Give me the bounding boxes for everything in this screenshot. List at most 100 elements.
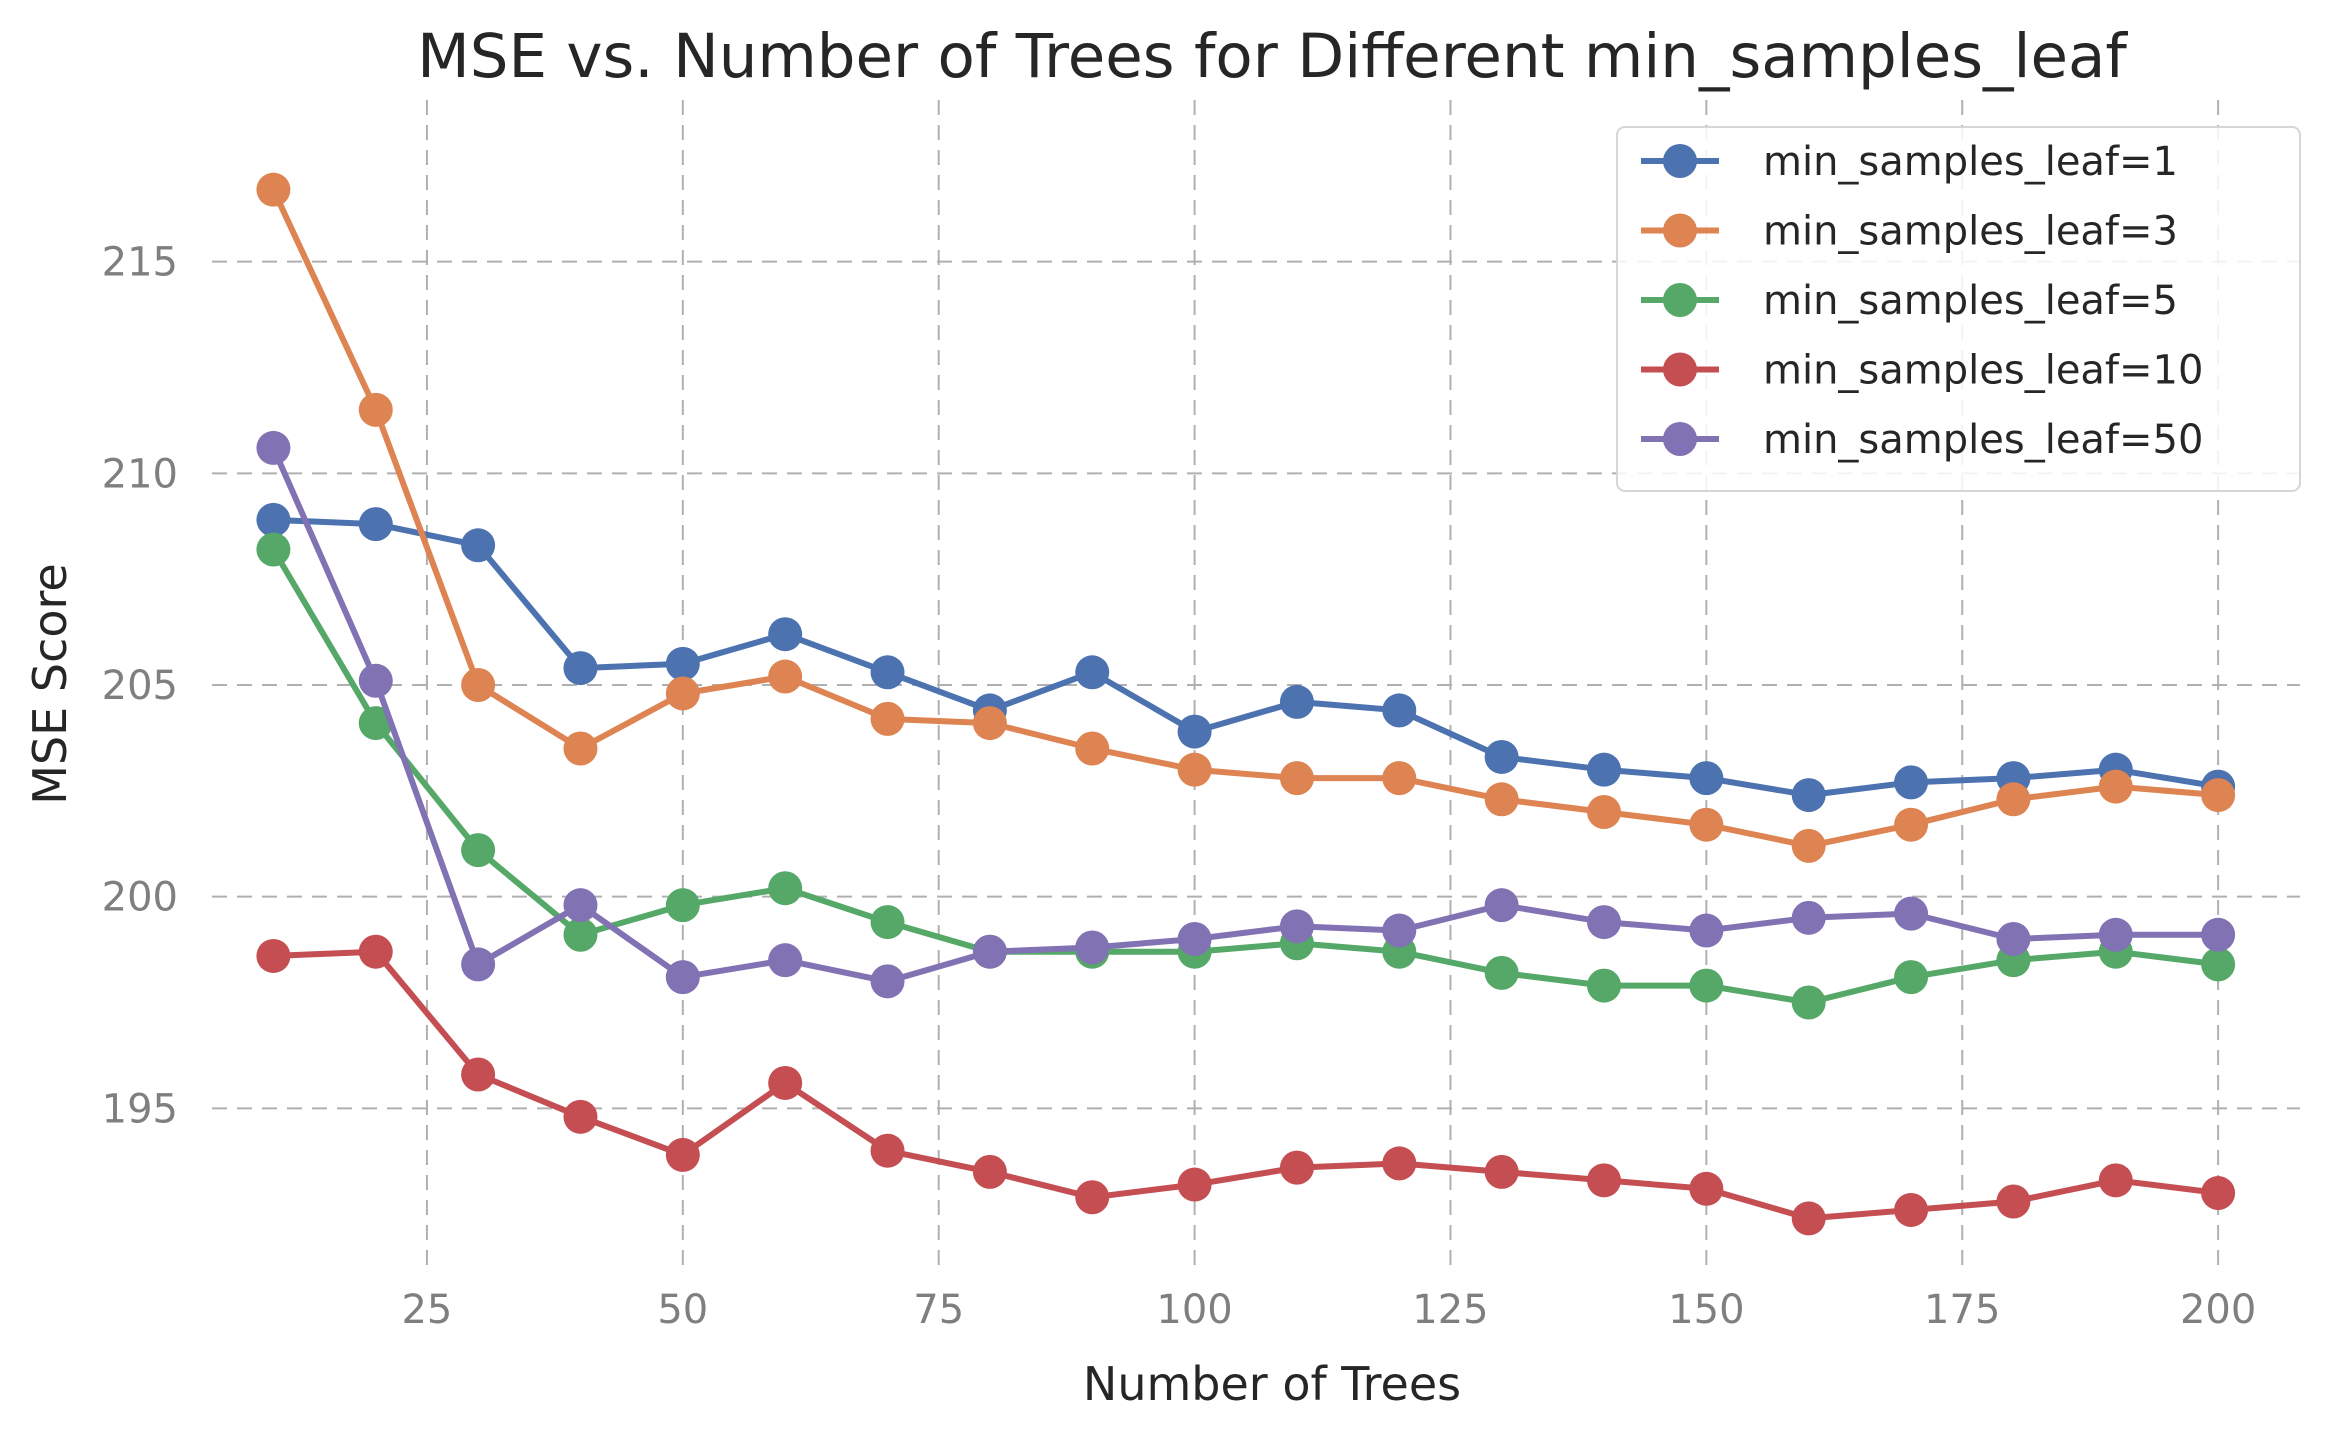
data-point	[870, 905, 905, 940]
data-point	[1996, 1184, 2031, 1219]
data-point	[1791, 828, 1826, 863]
data-point	[1587, 1163, 1621, 1198]
x-tick-label: 200	[2180, 1287, 2256, 1333]
data-point	[1382, 1146, 1417, 1181]
data-point	[1075, 731, 1110, 766]
data-point	[1894, 807, 1929, 842]
data-point	[972, 1154, 1007, 1189]
data-point	[1177, 922, 1212, 957]
data-point	[1996, 782, 2031, 817]
data-point	[563, 731, 598, 766]
data-point	[1279, 909, 1314, 944]
data-point	[972, 706, 1007, 741]
data-point	[358, 663, 393, 698]
data-point	[1177, 1167, 1212, 1202]
data-point	[768, 617, 803, 652]
data-point	[461, 528, 496, 563]
data-point	[1279, 1150, 1314, 1185]
data-point	[665, 1137, 700, 1172]
data-point	[2201, 917, 2236, 952]
y-tick-label: 200	[102, 875, 178, 921]
data-point	[972, 934, 1007, 969]
x-tick-label: 50	[657, 1287, 708, 1333]
series-3	[256, 934, 2236, 1236]
legend-marker	[1663, 283, 1697, 317]
data-point	[1791, 1201, 1826, 1236]
data-point	[461, 668, 496, 702]
data-point	[1894, 960, 1929, 995]
data-point	[1689, 807, 1724, 842]
data-point	[1177, 714, 1212, 749]
data-point	[1177, 752, 1212, 787]
series-line	[270, 186, 2222, 849]
legend-label: min_samples_leaf=10	[1763, 348, 2203, 394]
data-point	[665, 960, 700, 995]
x-tick-label: 150	[1668, 1287, 1744, 1333]
series-0	[256, 502, 2236, 813]
data-point	[256, 172, 291, 207]
data-point	[665, 646, 700, 681]
y-tick-label: 210	[102, 451, 178, 497]
chart-title: MSE vs. Number of Trees for Different mi…	[417, 21, 2128, 92]
legend-box	[1616, 126, 2301, 492]
data-point	[1894, 765, 1929, 800]
data-point	[768, 943, 803, 978]
legend-item: min_samples_leaf=5	[1641, 278, 2178, 324]
data-point	[358, 934, 393, 969]
legend-item: min_samples_leaf=1	[1641, 139, 2178, 185]
data-point	[1382, 761, 1417, 796]
legend-item: min_samples_leaf=3	[1641, 209, 2178, 255]
x-tick-label: 25	[401, 1287, 452, 1333]
legend-label: min_samples_leaf=3	[1763, 209, 2178, 255]
legend-marker	[1663, 422, 1697, 456]
data-point	[1484, 782, 1519, 817]
data-point	[1894, 896, 1929, 931]
data-point	[256, 938, 291, 973]
x-tick-label: 100	[1156, 1287, 1232, 1333]
data-point	[2201, 778, 2236, 813]
data-point	[358, 706, 393, 741]
y-axis-label: MSE Score	[23, 563, 77, 804]
data-point	[563, 888, 598, 923]
data-point	[2201, 1176, 2236, 1211]
x-tick-label: 175	[1924, 1287, 2000, 1333]
data-point	[1587, 752, 1621, 787]
data-point	[665, 888, 700, 923]
data-point	[256, 532, 291, 567]
data-point	[870, 655, 905, 690]
data-point	[1689, 968, 1724, 1003]
data-point	[2098, 769, 2133, 804]
legend-item: min_samples_leaf=10	[1641, 348, 2203, 394]
tick-labels: 25 50 75 100 125 150 175 200 195 200 205 210 215	[102, 240, 2257, 1333]
series-layer	[256, 172, 2236, 1236]
data-point	[1587, 795, 1621, 830]
data-point	[2098, 1163, 2133, 1198]
series-line	[270, 546, 2222, 1006]
data-point	[768, 871, 803, 906]
data-point	[1791, 778, 1826, 813]
data-point	[1689, 1171, 1724, 1206]
data-point	[1587, 968, 1621, 1003]
data-point	[358, 392, 393, 427]
data-point	[563, 1099, 598, 1134]
data-point	[1075, 1180, 1110, 1215]
data-point	[870, 701, 905, 736]
series-4	[256, 430, 2236, 999]
data-point	[256, 502, 291, 537]
data-point	[665, 676, 700, 711]
data-point	[563, 917, 598, 952]
data-point	[461, 833, 496, 868]
data-point	[563, 651, 598, 686]
x-axis-label: Number of Trees	[1083, 1357, 1461, 1411]
data-point	[2098, 917, 2133, 952]
data-point	[1484, 888, 1519, 923]
legend-marker	[1663, 213, 1697, 248]
series-line	[270, 948, 2222, 1222]
legend: min_samples_leaf=1 min_samples_leaf=3 min_…	[1616, 126, 2301, 492]
data-point	[768, 1065, 803, 1100]
series-line	[270, 444, 2222, 985]
data-point	[1689, 913, 1724, 948]
data-point	[1484, 1154, 1519, 1189]
